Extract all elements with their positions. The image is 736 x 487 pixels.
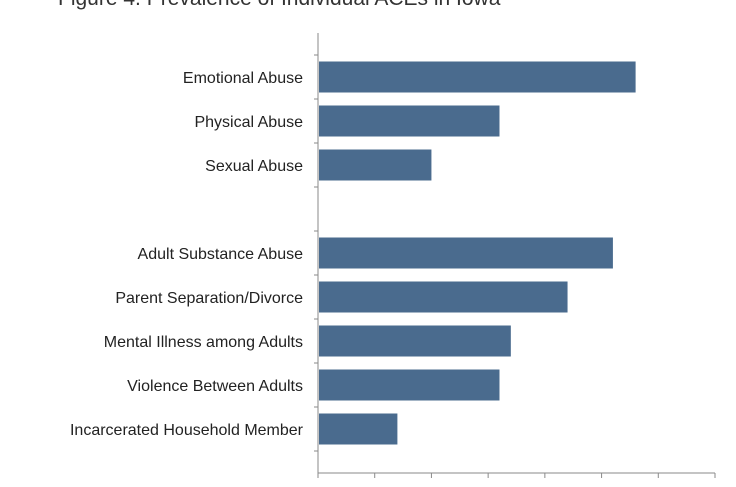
bar — [319, 149, 432, 181]
x-tick-label: 25% — [586, 485, 618, 487]
bar — [319, 413, 398, 445]
category-label: Violence Between Adults — [127, 378, 303, 395]
chart-title: Figure 4. Prevalence of Individual ACEs … — [58, 0, 500, 11]
category-label: Physical Abuse — [194, 114, 303, 131]
category-label: Parent Separation/Divorce — [115, 290, 303, 307]
category-label: Mental Illness among Adults — [104, 334, 303, 351]
bar — [319, 325, 511, 357]
category-label: Adult Substance Abuse — [138, 246, 304, 263]
bar — [319, 105, 500, 137]
x-tick-label: 30% — [642, 485, 674, 487]
bar — [319, 369, 500, 401]
x-tick-label: 15% — [472, 485, 504, 487]
x-tick-label: 0% — [306, 485, 329, 487]
category-label: Emotional Abuse — [183, 70, 303, 87]
bar — [319, 61, 636, 93]
x-tick-label: 5% — [363, 485, 386, 487]
x-tick-label: 20% — [529, 485, 561, 487]
bar — [319, 281, 568, 313]
x-tick-label: 35% — [699, 485, 731, 487]
category-label: Incarcerated Household Member — [70, 422, 304, 439]
labels-layer: Emotional Abuse Physical Abuse Sexual Abus… — [70, 70, 731, 487]
bar — [319, 237, 613, 269]
axes-layer — [314, 33, 716, 478]
category-label: Sexual Abuse — [205, 158, 303, 175]
bars-layer — [319, 61, 636, 445]
x-tick-label: 10% — [415, 485, 447, 487]
